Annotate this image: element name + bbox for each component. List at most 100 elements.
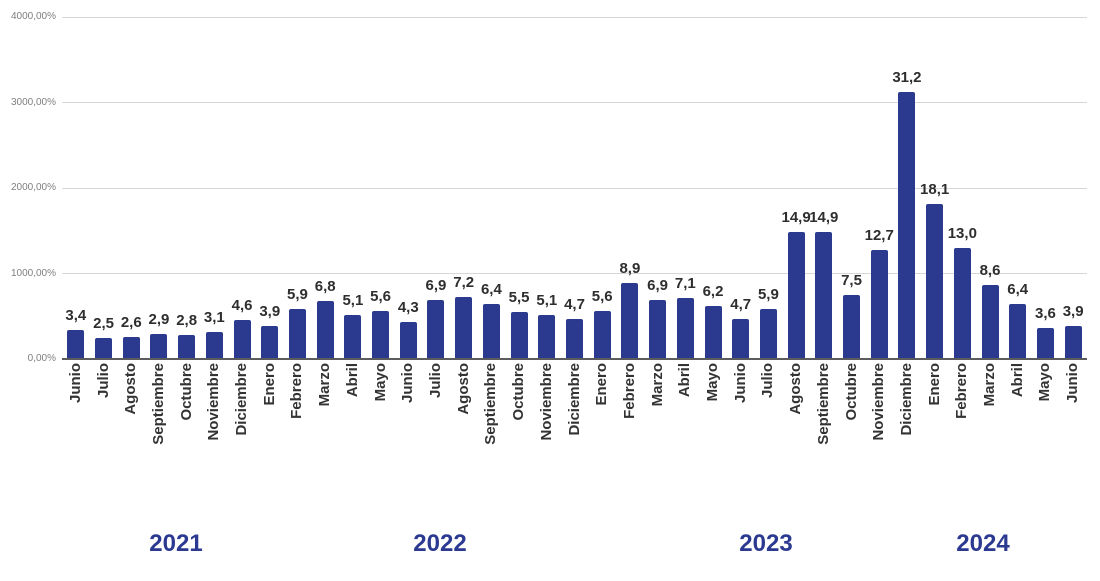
bar-value-label: 18,1 <box>920 181 950 198</box>
y-axis-tick-label: 1000,00% <box>10 267 56 279</box>
bar-abril-2024 <box>1009 304 1027 359</box>
year-label-2023: 2023 <box>739 530 793 557</box>
month-tick-label: Agosto <box>787 363 805 415</box>
month-tick-label: Abril <box>343 363 361 398</box>
year-label-2021: 2021 <box>149 530 203 557</box>
month-tick-label: Junio <box>1064 363 1082 403</box>
bar-value-label: 7,2 <box>453 274 475 291</box>
bar-value-label: 2,6 <box>120 314 142 331</box>
month-tick-label: Octubre <box>510 363 528 421</box>
month-tick-label: Marzo <box>316 363 334 407</box>
bar-value-label: 3,1 <box>203 309 225 326</box>
bar-value-label: 6,4 <box>480 281 502 298</box>
bar-value-label: 12,7 <box>864 227 894 244</box>
bar-diciembre-2021 <box>233 320 251 359</box>
month-tick-label: Agosto <box>122 363 140 415</box>
month-tick-label: Junio <box>66 363 84 403</box>
bar-noviembre-2022 <box>538 315 556 359</box>
bar-marzo-2023 <box>649 300 667 359</box>
bar-value-label: 5,6 <box>370 288 391 305</box>
month-tick-label: Junio <box>399 363 417 403</box>
bar-value-label: 14,9 <box>809 209 839 226</box>
bar-septiembre-2022 <box>482 304 500 359</box>
bar-marzo-2024 <box>981 285 999 359</box>
bar-junio-2022 <box>399 322 417 359</box>
bar-agosto-2022 <box>455 297 473 359</box>
month-tick-label: Diciembre <box>565 363 583 436</box>
bar-marzo-2022 <box>316 301 334 359</box>
month-tick-label: Enero <box>593 363 611 406</box>
bar-enero-2022 <box>261 326 279 359</box>
bar-junio-2024 <box>1064 326 1082 359</box>
bar-junio-2021 <box>67 330 85 359</box>
month-tick-label: Diciembre <box>233 363 251 436</box>
year-label-2024: 2024 <box>956 530 1010 557</box>
month-tick-label: Agosto <box>454 363 472 415</box>
bar-value-label: 2,9 <box>148 311 170 328</box>
month-tick-label: Mayo <box>371 363 389 402</box>
bar-value-label: 4,6 <box>231 297 253 314</box>
bar-value-label: 2,5 <box>93 315 114 332</box>
bar-agosto-2023 <box>787 232 805 359</box>
gridline <box>62 102 1087 103</box>
bar-value-label: 5,9 <box>287 286 308 303</box>
month-tick-label: Septiembre <box>814 363 832 445</box>
bar-value-label: 13,0 <box>947 225 977 242</box>
bar-mayo-2024 <box>1036 328 1054 359</box>
bar-junio-2023 <box>732 319 750 359</box>
bar-value-label: 4,3 <box>397 299 419 316</box>
bar-value-label: 5,6 <box>591 288 613 305</box>
month-tick-label: Febrero <box>953 363 971 419</box>
bar-enero-2023 <box>593 311 611 359</box>
bar-febrero-2024 <box>953 248 971 359</box>
bar-value-label: 5,1 <box>536 292 558 309</box>
bar-febrero-2022 <box>288 309 306 359</box>
month-tick-label: Mayo <box>1036 363 1054 402</box>
y-axis-tick-label: 2000,00% <box>10 182 56 193</box>
bar-enero-2024 <box>926 204 944 359</box>
bar-value-label: 5,9 <box>757 286 779 303</box>
bar-value-label: 5,5 <box>508 289 530 306</box>
month-tick-label: Septiembre <box>149 363 167 445</box>
bar-value-label: 8,6 <box>979 262 1001 279</box>
bar-septiembre-2021 <box>150 334 168 359</box>
bar-noviembre-2021 <box>205 332 223 359</box>
bar-value-label: 8,9 <box>619 260 641 277</box>
bar-value-label: 31,2 <box>892 69 922 86</box>
year-label-2022: 2022 <box>413 530 467 557</box>
month-tick-label: Julio <box>94 363 112 399</box>
month-tick-label: Octubre <box>842 363 860 421</box>
bar-value-label: 4,7 <box>730 296 752 313</box>
bar-abril-2023 <box>676 298 694 359</box>
month-tick-label: Febrero <box>620 363 638 419</box>
bar-septiembre-2023 <box>815 232 833 359</box>
bar-value-label: 4,7 <box>564 296 585 313</box>
month-tick-label: Noviembre <box>537 363 555 441</box>
gridline <box>62 273 1087 274</box>
month-tick-label: Diciembre <box>897 363 915 436</box>
gridline <box>62 16 1087 18</box>
month-tick-label: Febrero <box>288 363 306 419</box>
bar-value-label: 6,8 <box>314 278 336 295</box>
bar-value-label: 3,4 <box>65 307 87 324</box>
gridline <box>62 187 1087 189</box>
y-axis-tick-label: 4000,00% <box>10 11 56 22</box>
bar-julio-2023 <box>759 309 777 359</box>
month-tick-label: Noviembre <box>870 363 888 441</box>
bar-value-label: 3,9 <box>1062 303 1084 320</box>
bar-value-label: 2,8 <box>176 312 198 329</box>
bar-value-label: 3,6 <box>1035 305 1056 322</box>
month-tick-label: Mayo <box>704 363 721 402</box>
bar-julio-2022 <box>427 300 445 359</box>
y-axis-tick-label: 0,00% <box>27 353 56 364</box>
bar-julio-2021 <box>95 338 113 359</box>
month-tick-label: Julio <box>759 363 777 399</box>
bar-value-label: 5,1 <box>342 292 364 309</box>
bar-agosto-2021 <box>122 337 140 359</box>
month-tick-label: Septiembre <box>482 363 500 445</box>
bar-value-label: 7,1 <box>674 275 696 292</box>
month-tick-label: Enero <box>925 363 943 406</box>
x-axis-baseline <box>62 358 1087 360</box>
bar-value-label: 7,5 <box>841 272 862 289</box>
